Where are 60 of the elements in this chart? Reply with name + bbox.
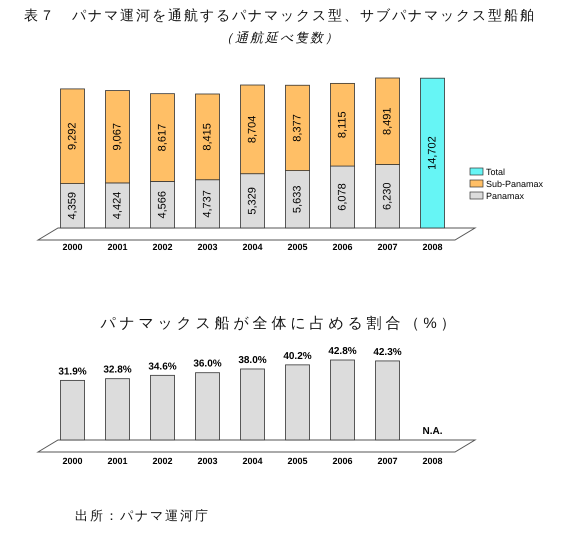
data-label: 40.2% [283, 350, 312, 362]
x-tick-label: 2001 [107, 456, 128, 466]
data-label: 8,415 [202, 123, 214, 151]
data-label: 32.8% [103, 364, 132, 376]
x-tick-label: 2000 [62, 456, 83, 466]
data-label: 8,377 [292, 114, 304, 142]
data-label: 36.0% [193, 358, 222, 370]
chart-subtitle: （通航延べ隻数） [220, 30, 340, 45]
x-tick-label: 2004 [242, 456, 263, 466]
x-tick-label: 2008 [422, 456, 443, 466]
bar [285, 364, 310, 440]
data-label: 4,566 [156, 190, 168, 219]
bar [375, 360, 400, 440]
legend-label: Sub-Panamax [486, 179, 544, 189]
chart-title: 表７ パナマ運河を通航するパナマックス型、サブパナマックス型船舶 [24, 7, 536, 23]
data-label: 4,359 [66, 192, 78, 220]
x-tick-label: 2002 [152, 456, 173, 466]
x-tick-label: 2006 [332, 456, 353, 466]
data-label: 8,491 [382, 107, 394, 136]
data-label: 6,230 [382, 182, 394, 210]
data-label: 8,115 [336, 111, 348, 138]
legend-label: Total [486, 167, 506, 177]
data-label: 42.8% [328, 346, 357, 357]
data-label: 4,737 [202, 190, 214, 218]
data-label: 5,633 [292, 186, 304, 214]
x-tick-label: 2003 [197, 456, 218, 466]
chart-title: パナマックス船が全体に占める割合（%） [99, 315, 460, 332]
x-tick-label: 2005 [287, 242, 308, 252]
x-tick-label: 2003 [197, 242, 218, 252]
x-tick-label: 2008 [422, 242, 443, 252]
x-tick-label: 2000 [62, 242, 83, 252]
x-tick-label: 2004 [242, 242, 263, 252]
bar [420, 78, 445, 228]
x-tick-label: 2007 [377, 456, 398, 466]
data-label: 34.6% [148, 361, 177, 372]
text: N.A. [422, 426, 442, 437]
text: 出所：パナマ運河庁 [75, 508, 210, 523]
bar [195, 372, 220, 440]
data-label: 31.9% [58, 366, 87, 378]
x-tick-label: 2005 [287, 456, 308, 466]
data-label: 42.3% [373, 346, 402, 358]
data-label: 38.0% [238, 354, 267, 366]
x-tick-label: 2001 [107, 242, 128, 252]
bar [60, 380, 85, 440]
data-label: 8,704 [246, 116, 258, 144]
data-label: 9,067 [112, 122, 124, 150]
bar [240, 368, 265, 440]
x-tick-label: 2007 [377, 242, 398, 252]
bar [105, 378, 130, 440]
data-label: 4,424 [112, 192, 124, 220]
data-label: 9,292 [66, 122, 78, 150]
legend-label: Panamax [486, 191, 525, 201]
data-label: 5,329 [246, 187, 258, 215]
bar [330, 360, 355, 440]
x-tick-label: 2002 [152, 242, 173, 252]
data-label: 6,078 [336, 183, 348, 211]
bar [150, 374, 175, 440]
x-tick-label: 2006 [332, 242, 353, 252]
data-label: 8,617 [156, 124, 168, 152]
data-label: 14,702 [426, 136, 438, 170]
